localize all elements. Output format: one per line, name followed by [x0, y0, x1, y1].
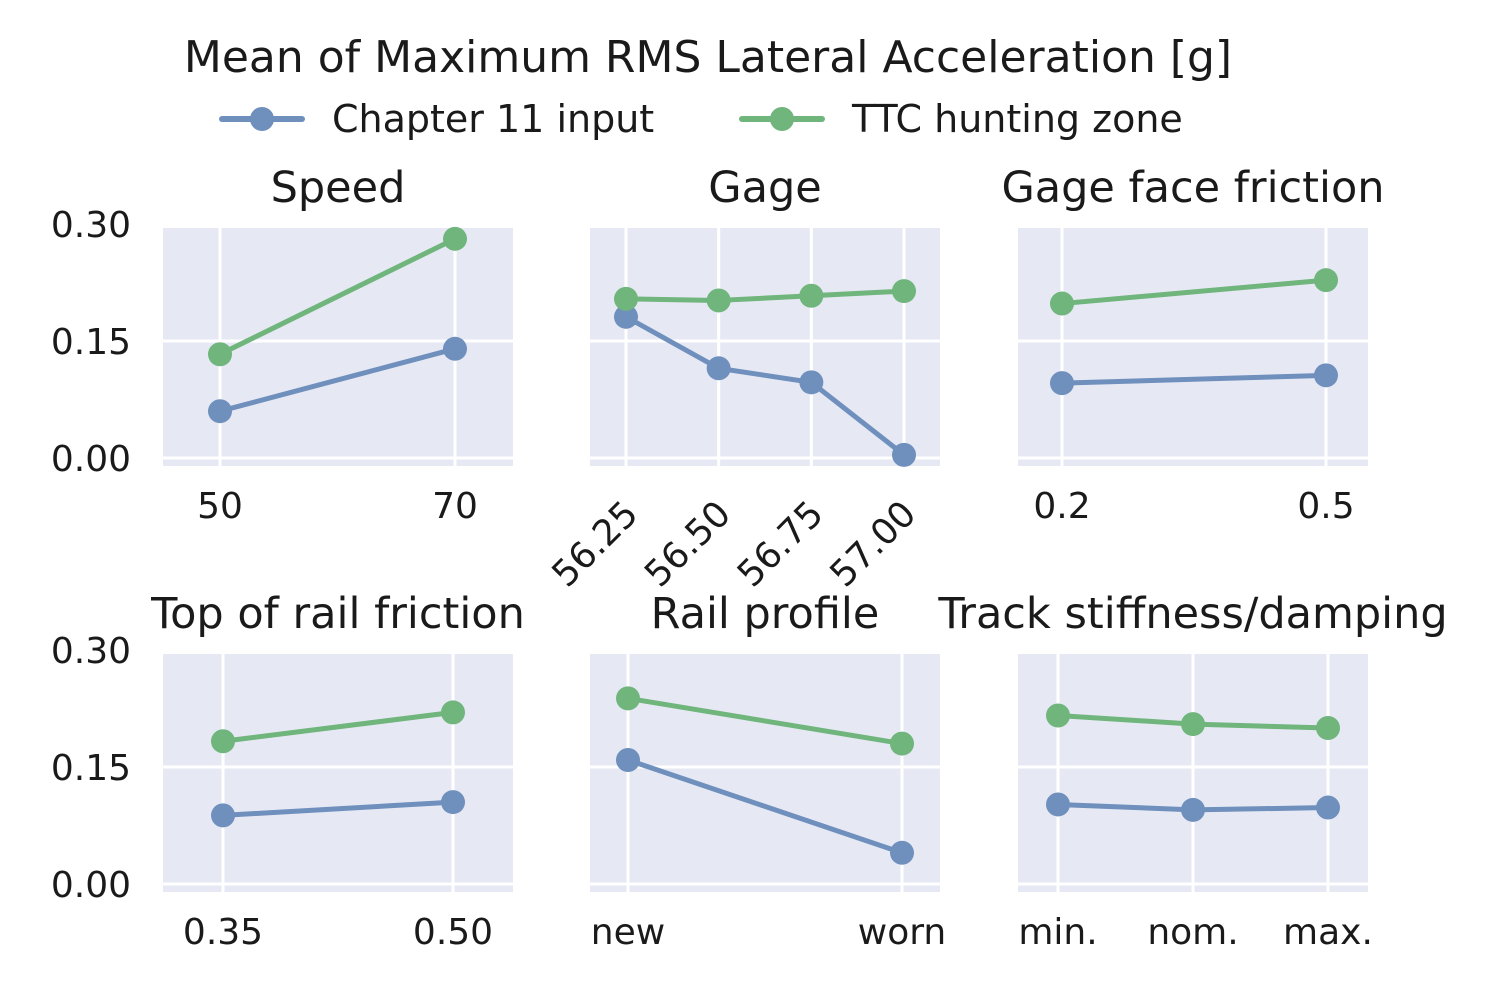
- series-ttc-hunting-zone: [1046, 703, 1340, 740]
- series-line: [627, 757, 903, 856]
- series-line: [625, 288, 905, 303]
- panel-top-of-rail-friction: Top of rail friction 0.00 0.15 0.30 0.35 0.50: [51, 589, 525, 953]
- data-point: [1314, 268, 1338, 293]
- panel-background: [590, 654, 940, 892]
- data-point: [1050, 291, 1074, 316]
- y-tick-label: 0.00: [51, 439, 131, 480]
- data-point: [1314, 363, 1338, 388]
- series-chapter-11-input: [211, 790, 465, 828]
- x-tick-label: 0.35: [183, 912, 263, 953]
- series-ttc-hunting-zone: [614, 279, 916, 313]
- x-tick-label: 56.25: [544, 493, 646, 595]
- legend-label-chapter-11: Chapter 11 input: [332, 97, 654, 141]
- data-point: [1181, 712, 1205, 737]
- panel-title: Speed: [271, 163, 406, 213]
- panel-background: [1018, 228, 1368, 466]
- data-point: [208, 342, 232, 367]
- data-point: [1316, 716, 1340, 740]
- x-tick-label: min.: [1018, 912, 1097, 953]
- x-tick-label: 0.5: [1297, 486, 1354, 527]
- data-point: [616, 686, 640, 711]
- series-ttc-hunting-zone: [1050, 268, 1338, 316]
- x-tick-label: 0.50: [413, 912, 493, 953]
- y-tick-label: 0.30: [51, 205, 131, 246]
- panel-speed: Speed 0.00 0.15 0.30 50 70: [51, 163, 513, 527]
- data-point: [208, 399, 232, 424]
- y-tick-label: 0.30: [51, 631, 131, 672]
- data-point: [706, 356, 731, 381]
- panel-background: [163, 654, 513, 892]
- legend-label-ttc-hunting: TTC hunting zone: [851, 97, 1183, 141]
- series-line: [1061, 372, 1327, 386]
- data-point: [1050, 371, 1074, 396]
- data-point: [441, 700, 465, 725]
- x-tick-label: max.: [1283, 912, 1373, 953]
- x-tick-label: 56.50: [637, 493, 739, 595]
- series-chapter-11-input: [614, 304, 916, 467]
- data-point: [799, 283, 824, 308]
- series-chapter-11-input: [616, 747, 914, 865]
- series-chapter-11-input: [1050, 363, 1338, 396]
- data-point: [441, 790, 465, 815]
- x-tick-label: 0.2: [1033, 486, 1090, 527]
- panel-background: [590, 228, 940, 466]
- data-point: [614, 286, 638, 311]
- legend: Chapter 11 input TTC hunting zone: [219, 97, 1183, 141]
- x-tick-label: 50: [197, 486, 243, 527]
- series-line: [218, 236, 457, 357]
- data-point: [443, 336, 467, 361]
- series-line: [1061, 277, 1327, 307]
- panel-title: Gage face friction: [1001, 163, 1384, 213]
- data-point: [892, 442, 916, 467]
- x-tick-label: worn: [858, 912, 946, 953]
- panels: Speed 0.00 0.15 0.30 50 70 Gage 56.2556.5056.75…: [51, 163, 1448, 953]
- data-point: [443, 226, 467, 251]
- y-tick-label: 0.00: [51, 865, 131, 906]
- panel-title: Track stiffness/damping: [937, 589, 1447, 639]
- series-ttc-hunting-zone: [208, 226, 467, 367]
- x-tick-label: new: [591, 912, 665, 953]
- series-ttc-hunting-zone: [616, 686, 914, 756]
- legend-entry-chapter-11: Chapter 11 input: [219, 97, 654, 141]
- legend-marker-ttc-hunting: [770, 107, 794, 131]
- x-tick-label: nom.: [1147, 912, 1238, 953]
- x-tick-label: 56.75: [730, 493, 832, 595]
- series-chapter-11-input: [208, 336, 467, 424]
- series-line: [219, 346, 456, 414]
- panel-title: Gage: [708, 163, 821, 213]
- x-tick-label: 70: [432, 486, 478, 527]
- chart-title: Mean of Maximum RMS Lateral Acceleration…: [184, 32, 1232, 83]
- x-tick-label: 57.00: [822, 493, 924, 595]
- data-point: [706, 288, 731, 313]
- y-tick-label: 0.15: [51, 322, 131, 363]
- legend-marker-chapter-11: [250, 107, 274, 131]
- data-point: [211, 803, 235, 828]
- series-line: [624, 314, 906, 457]
- series-line: [222, 709, 454, 744]
- series-line: [627, 695, 903, 747]
- y-tick-label: 0.15: [51, 748, 131, 789]
- data-point: [1046, 703, 1070, 728]
- series-line: [222, 799, 454, 818]
- data-point: [799, 370, 824, 395]
- panel-track-stiffness-damping: Track stiffness/damping min. nom. max.: [937, 589, 1447, 953]
- panel-rail-profile: Rail profile new worn: [590, 589, 946, 953]
- data-point: [211, 729, 235, 754]
- series-ttc-hunting-zone: [211, 700, 465, 754]
- data-point: [614, 304, 638, 329]
- data-point: [616, 747, 640, 772]
- panel-gage-face-friction: Gage face friction 0.2 0.5: [1001, 163, 1384, 527]
- series-chapter-11-input: [1046, 792, 1340, 822]
- data-point: [1316, 795, 1340, 820]
- data-point: [1181, 797, 1205, 822]
- data-point: [892, 279, 916, 304]
- panel-title: Top of rail friction: [150, 589, 525, 639]
- legend-entry-ttc-hunting: TTC hunting zone: [739, 97, 1183, 141]
- panel-title: Rail profile: [651, 589, 880, 639]
- data-point: [1046, 792, 1070, 817]
- data-point: [890, 731, 914, 756]
- data-point: [890, 840, 914, 865]
